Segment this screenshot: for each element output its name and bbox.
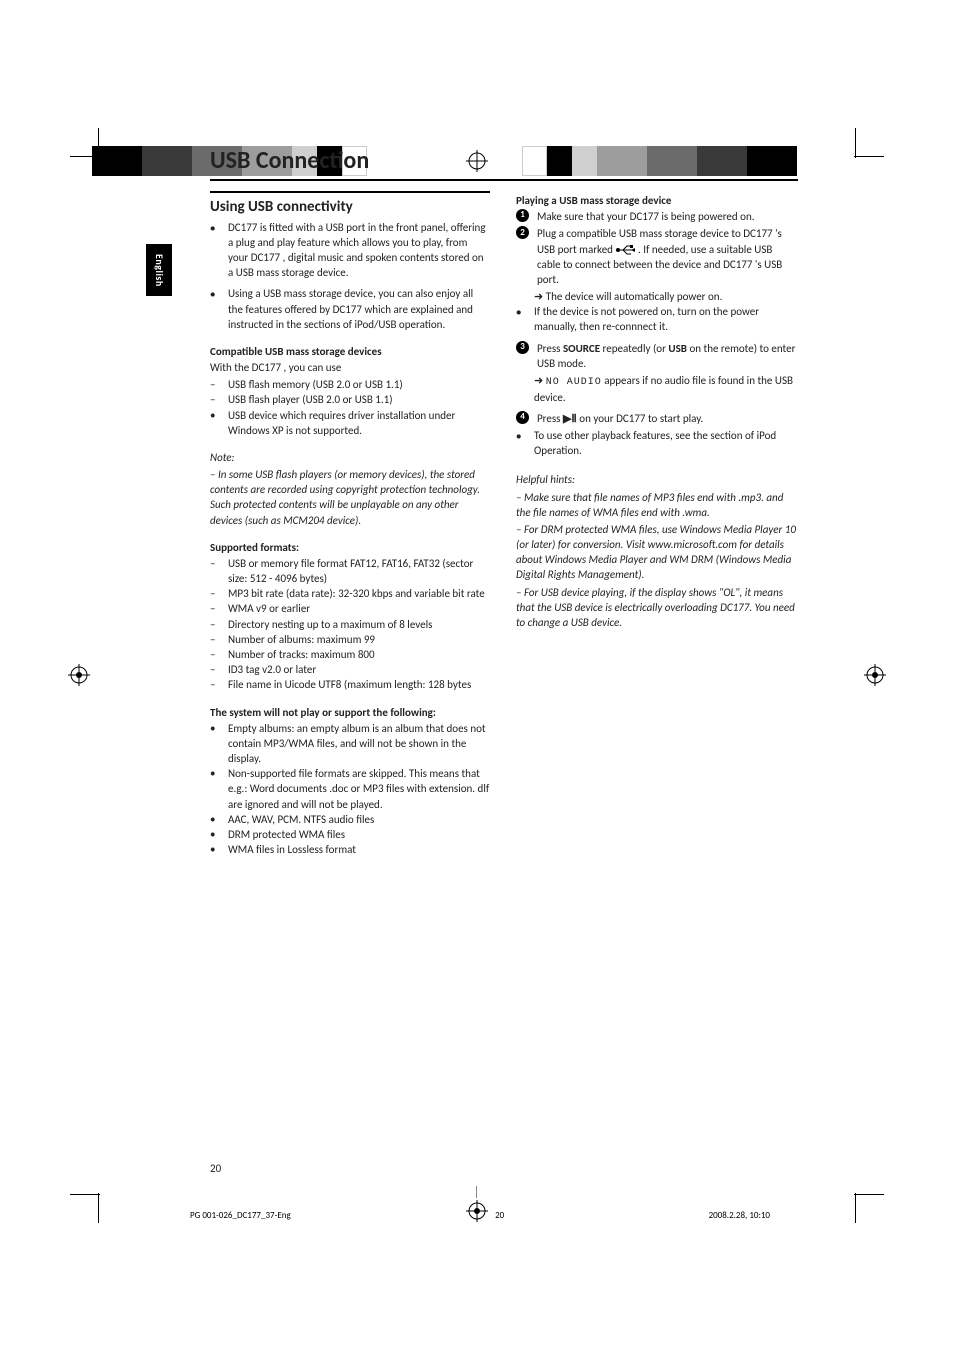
- dot-icon: •: [210, 842, 220, 857]
- button-label: USB: [668, 342, 687, 355]
- title-rule: [210, 179, 798, 181]
- dash-icon: –: [210, 586, 220, 601]
- hint-text: – For USB device playing, if the display…: [516, 585, 796, 631]
- display-text: NO AUDIO: [546, 377, 602, 388]
- step-text: Make sure that your DC177 is being power…: [537, 209, 796, 224]
- subheading: Compatible USB mass storage devices: [210, 344, 490, 359]
- note-body: – In some USB flash players (or memory d…: [210, 467, 490, 528]
- bullet-icon: [516, 304, 526, 334]
- list-item: Non-supported file formats are skipped. …: [228, 766, 490, 812]
- crop-mark-tr: [840, 128, 884, 172]
- section-heading: Using USB connectivity: [210, 191, 490, 218]
- step-text: Press SOURCE repeatedly (or USB on the r…: [537, 341, 796, 371]
- bullet-icon: [516, 428, 526, 458]
- column-right: Playing a USB mass storage device 1 Make …: [516, 191, 796, 857]
- list-item: USB flash memory (USB 2.0 or USB 1.1): [228, 377, 490, 392]
- dot-icon: •: [210, 766, 220, 812]
- hint-text: – Make sure that file names of MP3 files…: [516, 490, 796, 520]
- registration-crosshair-left: [68, 664, 90, 686]
- subheading: The system will not play or support the …: [210, 705, 490, 720]
- page-number: 20: [210, 1162, 221, 1175]
- footer-timestamp: 2008.2.28, 10:10: [709, 1210, 770, 1221]
- play-pause-icon: ▶Ⅱ: [563, 412, 577, 425]
- text-part: on your DC177 to start play.: [577, 412, 703, 425]
- list-item: WMA files in Lossless format: [228, 842, 490, 857]
- list-item: USB or memory file format FAT12, FAT16, …: [228, 556, 490, 586]
- step-number-icon: 3: [516, 341, 529, 354]
- step-number-icon: 1: [516, 209, 529, 222]
- bullet-icon: [210, 286, 220, 332]
- dash-icon: –: [210, 392, 220, 407]
- hints-label: Helpful hints:: [516, 472, 796, 487]
- crop-mark-bl: [70, 1179, 114, 1223]
- body-text: If the device is not powered on, turn on…: [534, 304, 796, 334]
- list-item: Number of tracks: maximum 800: [228, 647, 490, 662]
- list-item: AAC, WAV, PCM. NTFS audio files: [228, 812, 490, 827]
- dash-icon: –: [210, 632, 220, 647]
- column-left: Using USB connectivity DC177 is fitted w…: [210, 191, 490, 857]
- dot-icon: •: [210, 827, 220, 842]
- footer-filename: PG 001-026_DC177_37-Eng: [190, 1210, 291, 1221]
- subheading: Supported formats:: [210, 540, 490, 555]
- crop-mark-br: [840, 1179, 884, 1223]
- dash-icon: –: [210, 647, 220, 662]
- dash-icon: –: [210, 677, 220, 692]
- dot-icon: •: [210, 812, 220, 827]
- bullet-icon: [210, 220, 220, 281]
- footer-fold-line: [476, 1186, 477, 1198]
- step-text: Press ▶Ⅱ on your DC177 to start play.: [537, 411, 796, 426]
- dash-icon: –: [210, 662, 220, 677]
- step-text: Plug a compatible USB mass storage devic…: [537, 226, 796, 287]
- list-item: USB flash player (USB 2.0 or USB 1.1): [228, 392, 490, 407]
- footer-page: 20: [495, 1210, 504, 1221]
- intro-text: DC177 is fitted with a USB port in the f…: [228, 220, 490, 281]
- list-item: USB device which requires driver install…: [228, 408, 490, 438]
- usb-connector-icon: [615, 245, 635, 255]
- dash-icon: –: [210, 601, 220, 616]
- text-part: Press: [537, 412, 563, 425]
- body-text: To use other playback features, see the …: [534, 428, 796, 458]
- list-item: ID3 tag v2.0 or later: [228, 662, 490, 677]
- result-text: NO AUDIO appears if no audio file is fou…: [534, 373, 796, 405]
- registration-crosshair-right: [864, 664, 886, 686]
- list-item: Directory nesting up to a maximum of 8 l…: [228, 617, 490, 632]
- list-item: DRM protected WMA files: [228, 827, 490, 842]
- dash-icon: –: [210, 617, 220, 632]
- hint-text: – For DRM protected WMA files, use Windo…: [516, 522, 796, 583]
- text-part: repeatedly (or: [600, 342, 668, 355]
- body-text: With the DC177 , you can use: [210, 360, 490, 375]
- step-number-icon: 4: [516, 411, 529, 424]
- list-item: MP3 bit rate (data rate): 32-320 kbps an…: [228, 586, 490, 601]
- list-item: Empty albums: an empty album is an album…: [228, 721, 490, 767]
- result-text: The device will automatically power on.: [534, 289, 796, 304]
- dot-icon: •: [210, 408, 220, 438]
- list-item: WMA v9 or earlier: [228, 601, 490, 616]
- intro-text: Using a USB mass storage device, you can…: [228, 286, 490, 332]
- subheading: Playing a USB mass storage device: [516, 193, 796, 208]
- note-label: Note:: [210, 450, 490, 465]
- list-item: Number of albums: maximum 99: [228, 632, 490, 647]
- text-part: Press: [537, 342, 563, 355]
- page-title: USB Connection: [210, 146, 798, 175]
- dash-icon: –: [210, 377, 220, 392]
- dash-icon: –: [210, 556, 220, 586]
- button-label: SOURCE: [563, 342, 600, 355]
- print-footer: PG 001-026_DC177_37-Eng 20 2008.2.28, 10…: [190, 1210, 770, 1221]
- page-content: USB Connection Using USB connectivity DC…: [158, 146, 798, 857]
- dot-icon: •: [210, 721, 220, 767]
- step-number-icon: 2: [516, 226, 529, 239]
- list-item: File name in Uicode UTF8 (maximum length…: [228, 677, 490, 692]
